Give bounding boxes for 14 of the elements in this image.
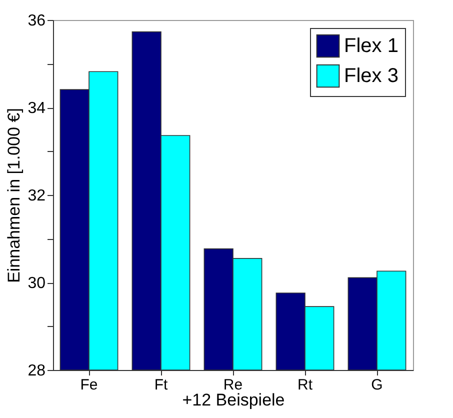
y-tick-label: 34 bbox=[28, 100, 46, 117]
y-tick-label: 30 bbox=[28, 275, 46, 292]
x-tick-label: Re bbox=[223, 376, 243, 394]
x-tick-label: Rt bbox=[298, 376, 314, 394]
y-tick-label: 28 bbox=[28, 362, 46, 380]
legend-label: Flex 3 bbox=[344, 65, 398, 87]
y-tick-label: 32 bbox=[28, 188, 46, 204]
x-axis-title: +12 Beispiele bbox=[182, 390, 285, 410]
x-tick-label: G bbox=[371, 376, 383, 394]
x-tick-label: Ft bbox=[154, 376, 168, 394]
x-tick-label: Fe bbox=[80, 376, 98, 394]
y-tick-label: 36 bbox=[28, 12, 46, 30]
legend-label: Flex 1 bbox=[344, 35, 398, 57]
y-axis-title: Einnahmen in [1.000 €] bbox=[4, 108, 24, 283]
